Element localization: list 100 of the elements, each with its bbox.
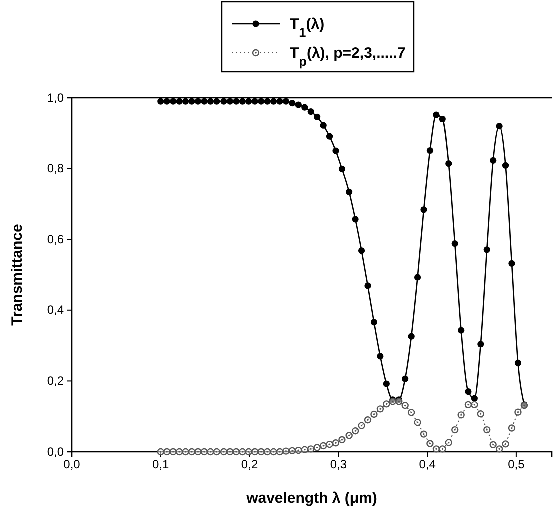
x-tick-label: 0,4: [419, 458, 436, 472]
point: [352, 428, 360, 435]
point: [258, 98, 265, 105]
point: [508, 424, 516, 432]
point: [220, 448, 228, 456]
point: [226, 98, 234, 105]
point: [200, 448, 208, 456]
point: [288, 447, 296, 455]
point: [352, 216, 359, 223]
point: [414, 419, 422, 426]
point: [295, 102, 302, 108]
point: [314, 114, 321, 120]
point: [326, 440, 334, 448]
point: [194, 448, 202, 456]
point: [245, 448, 252, 456]
point: [364, 282, 372, 290]
point: [383, 380, 390, 388]
point: [332, 440, 340, 447]
point: [452, 426, 459, 434]
point: [232, 448, 240, 456]
point: [314, 444, 321, 452]
point: [194, 98, 202, 105]
point: [414, 274, 422, 281]
point: [477, 410, 484, 418]
point: [207, 448, 214, 456]
y-tick-label: 0,4: [47, 303, 64, 318]
point: [182, 448, 190, 456]
point: [239, 98, 246, 105]
point: [276, 448, 284, 456]
point: [239, 448, 246, 456]
point: [514, 408, 522, 416]
point: [439, 446, 446, 453]
point: [496, 123, 503, 130]
point: [490, 441, 497, 449]
point: [226, 448, 234, 456]
legend-label: T$_{p}$(λ), p=2,3,.....7: [290, 45, 406, 68]
point: [364, 416, 372, 424]
point: [264, 448, 272, 456]
point: [276, 98, 284, 105]
point: [484, 426, 491, 434]
y-tick-label: 0,8: [47, 162, 64, 176]
y-tick-label: 0,2: [47, 374, 64, 388]
point: [376, 406, 384, 413]
point: [308, 108, 314, 116]
x-tick-label: 0,3: [330, 458, 348, 472]
point: [402, 376, 409, 382]
y-tick-label: 1,0: [47, 90, 64, 105]
point: [338, 436, 346, 444]
point: [370, 410, 378, 418]
point: [496, 446, 504, 453]
point: [377, 353, 384, 360]
point: [264, 98, 271, 105]
point: [176, 98, 183, 105]
point: [514, 360, 522, 366]
point: [446, 160, 452, 168]
point: [295, 446, 302, 454]
point: [176, 448, 184, 456]
point: [252, 98, 258, 105]
x-tick-label: 0,5: [508, 458, 526, 472]
point: [471, 401, 478, 409]
point: [358, 422, 366, 430]
point: [420, 206, 428, 214]
point: [433, 112, 440, 118]
point: [426, 147, 434, 154]
point: [164, 448, 171, 456]
point: [308, 446, 315, 453]
point: [332, 148, 340, 154]
point: [346, 432, 353, 440]
point: [370, 319, 378, 326]
point: [502, 440, 510, 448]
y-axis-title: Transmittance: [9, 224, 26, 326]
point: [233, 98, 240, 105]
point: [252, 448, 259, 456]
point: [402, 402, 409, 410]
point: [320, 442, 328, 450]
point: [408, 409, 416, 416]
point: [471, 395, 478, 402]
point: [502, 162, 510, 169]
point: [445, 439, 452, 446]
y-tick-label: 0,6: [47, 232, 64, 246]
point: [358, 248, 366, 254]
point: [383, 400, 390, 408]
point: [164, 98, 170, 105]
point: [157, 448, 164, 456]
point: [282, 448, 290, 455]
point: [270, 448, 278, 456]
point: [426, 440, 434, 448]
point: [408, 333, 415, 340]
point: [484, 246, 490, 254]
point: [490, 157, 497, 164]
point: [214, 98, 220, 105]
legend-label: T$_{1}$(λ): [290, 16, 325, 40]
point: [464, 401, 472, 409]
x-tick-label: 0,2: [241, 458, 258, 472]
point: [420, 430, 428, 438]
point: [320, 122, 327, 129]
point: [182, 98, 190, 105]
point: [158, 98, 164, 105]
point: [338, 166, 346, 172]
x-tick-label: 0,1: [152, 458, 170, 472]
